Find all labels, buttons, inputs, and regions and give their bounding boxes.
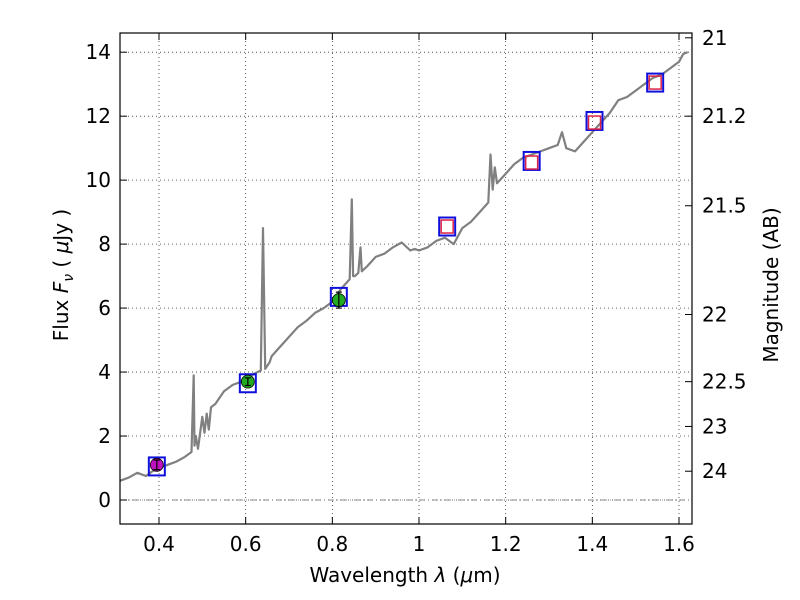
x-tick-label: 1.2 [490,532,522,556]
model-photometry-box [438,216,457,237]
y-axis-label: Flux Fν ( μJy ) [49,209,77,341]
model-photometry-box [646,72,665,93]
y2-tick-label: 21 [702,26,727,50]
photometry-layer [147,72,665,477]
y-tick-label: 10 [86,168,111,192]
y2-axis-ticks: 21 21.2 21.5 22 22.5 23 24 [685,26,747,483]
grid-lines [120,33,692,524]
spectrum-layer [119,51,689,482]
model-photometry-box [238,373,257,394]
model-photometry-box [522,150,541,171]
upper-limit-box [524,155,539,170]
model-photometry-box [147,456,166,477]
x-tick-label: 0.8 [316,532,348,556]
upper-limit-box [440,219,454,234]
x-tick-label: 1.6 [663,532,695,556]
y2-tick-label: 22.5 [702,370,747,394]
x-tick-label: 1.4 [576,532,608,556]
y2-tick-label: 21.5 [702,194,747,218]
y-tick-label: 14 [86,40,111,64]
y2-axis-label: Magnitude (AB) [759,207,783,362]
y-tick-label: 4 [98,360,111,384]
y-tick-label: 2 [98,424,111,448]
y-tick-label: 6 [98,296,111,320]
x-axis-ticks: 0.4 0.6 0.8 1 1.2 1.4 1.6 [143,33,695,556]
upper-limit-box [648,75,662,90]
y2-tick-label: 23 [702,414,727,438]
x-tick-label: 1 [413,532,426,556]
y2-tick-label: 21.2 [702,104,747,128]
x-tick-label: 0.6 [230,532,262,556]
y-axis-ticks: 0 2 4 6 8 10 12 14 [86,40,127,512]
y-tick-label: 8 [98,232,111,256]
y2-tick-label: 24 [702,459,727,483]
plot-frame [119,32,693,525]
y-tick-label: 0 [98,488,111,512]
model-photometry-box [585,110,604,131]
upper-limit-box [587,115,602,130]
spectrum-line [119,51,689,482]
y2-tick-label: 22 [702,302,727,326]
y-tick-label: 12 [86,104,111,128]
x-tick-label: 0.4 [143,532,175,556]
x-axis-label: Wavelength λ (μm) [309,563,500,587]
